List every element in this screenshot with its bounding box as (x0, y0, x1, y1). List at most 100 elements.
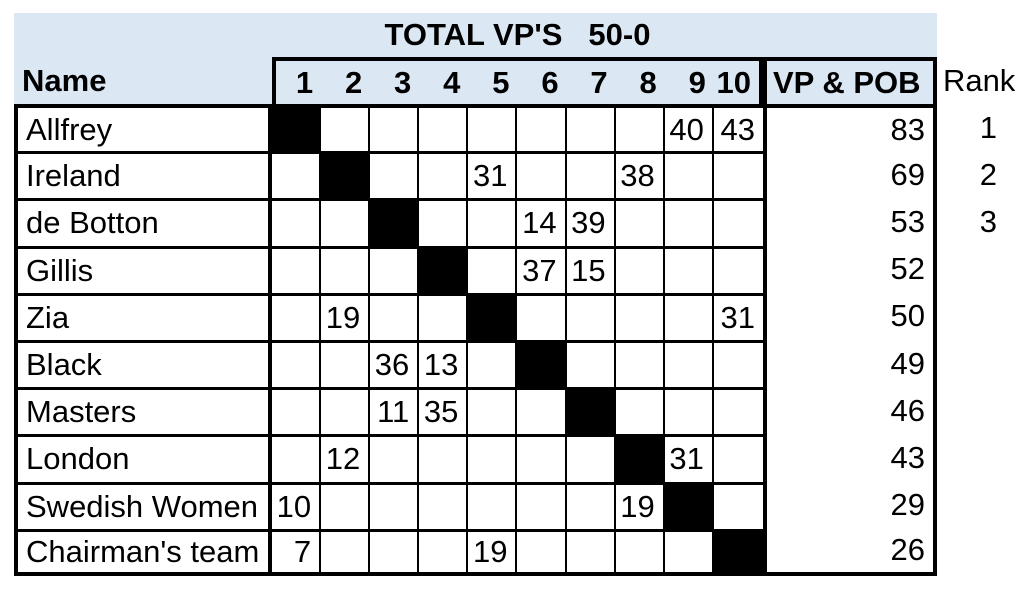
score-cell (321, 104, 371, 152)
score-cell (272, 387, 322, 435)
rank-cell: 2 (936, 151, 1023, 199)
score-cell (664, 198, 714, 246)
score-cell (664, 245, 714, 293)
score-cell (713, 434, 763, 482)
title-score-range: 50-0 (588, 17, 651, 52)
score-cell (615, 198, 665, 246)
vp-total-cell: 43 (762, 434, 937, 482)
team-name-cell: Zia (14, 292, 272, 340)
score-cell: 19 (468, 528, 518, 576)
score-cell (615, 245, 665, 293)
team-name-cell: Gillis (14, 245, 272, 293)
score-cell (468, 339, 518, 388)
title-row-spacer-name (14, 13, 272, 57)
score-cell: 39 (566, 198, 616, 246)
rank-cell: 3 (936, 198, 1023, 246)
score-cell (517, 481, 567, 529)
vp-total-cell: 69 (762, 151, 937, 199)
score-cell (615, 528, 665, 576)
column-header-round-9: 9 (664, 57, 714, 104)
score-cell: 36 (370, 339, 420, 388)
score-cell (419, 104, 469, 152)
score-cell (615, 434, 665, 482)
score-cell (468, 387, 518, 435)
score-cell: 31 (664, 434, 714, 482)
team-name-cell: Ireland (14, 151, 272, 199)
score-cell: 38 (615, 151, 665, 199)
column-header-rank: Rank (936, 57, 1023, 104)
score-cell (468, 198, 518, 246)
team-name-cell: Black (14, 339, 272, 388)
column-header-round-2: 2 (321, 57, 371, 104)
score-cell (370, 292, 420, 340)
score-cell (272, 339, 322, 388)
score-cell: 13 (419, 339, 469, 388)
score-cell (566, 104, 616, 152)
score-cell (615, 104, 665, 152)
table-title: TOTAL VP'S 50-0 (272, 13, 763, 57)
score-cell (321, 339, 371, 388)
score-cell (419, 292, 469, 340)
score-cell (272, 245, 322, 293)
score-cell (370, 245, 420, 293)
rank-cell (936, 528, 1023, 576)
title-row-spacer-rank (937, 13, 1023, 57)
rank-cell (936, 387, 1023, 435)
score-cell (566, 434, 616, 482)
rank-cell: 1 (936, 104, 1023, 152)
vp-total-cell: 52 (762, 245, 937, 293)
score-cell (664, 387, 714, 435)
vp-total-cell: 83 (762, 104, 937, 152)
team-name-cell: de Botton (14, 198, 272, 246)
score-cell (419, 434, 469, 482)
score-cell (419, 481, 469, 529)
score-cell (321, 387, 371, 435)
team-name-cell: Swedish Women (14, 481, 272, 529)
score-cell (566, 387, 616, 435)
score-cell (615, 387, 665, 435)
score-cell (370, 481, 420, 529)
score-cell (566, 339, 616, 388)
score-cell (272, 292, 322, 340)
team-name-cell: London (14, 434, 272, 482)
score-cell: 15 (566, 245, 616, 293)
vp-total-cell: 26 (762, 528, 937, 576)
score-cell (517, 387, 567, 435)
score-cell: 14 (517, 198, 567, 246)
score-cell: 37 (517, 245, 567, 293)
score-cell (713, 339, 763, 388)
score-cell (615, 292, 665, 340)
score-cell (713, 528, 763, 576)
vp-total-cell: 53 (762, 198, 937, 246)
rank-cell (936, 292, 1023, 340)
score-cell (370, 104, 420, 152)
rank-cell (936, 245, 1023, 293)
score-cell: 7 (272, 528, 322, 576)
score-cell (419, 245, 469, 293)
column-header-round-3: 3 (370, 57, 420, 104)
rank-cell (936, 481, 1023, 529)
score-cell (468, 434, 518, 482)
score-cell (272, 104, 322, 152)
score-cell (566, 481, 616, 529)
score-cell (664, 151, 714, 199)
score-cell: 43 (713, 104, 763, 152)
score-cell (664, 292, 714, 340)
column-header-round-8: 8 (615, 57, 665, 104)
title-label: TOTAL VP'S (384, 17, 563, 52)
score-cell: 19 (615, 481, 665, 529)
score-cell (664, 481, 714, 529)
score-cell (272, 198, 322, 246)
score-cell (370, 528, 420, 576)
score-cell (713, 481, 763, 529)
score-cell (468, 104, 518, 152)
score-cell (615, 339, 665, 388)
column-header-name: Name (14, 57, 272, 104)
score-cell (517, 292, 567, 340)
column-header-round-6: 6 (517, 57, 567, 104)
score-cell (468, 245, 518, 293)
score-cell (272, 434, 322, 482)
score-cell (370, 434, 420, 482)
score-cell (517, 339, 567, 388)
score-cell: 31 (713, 292, 763, 340)
